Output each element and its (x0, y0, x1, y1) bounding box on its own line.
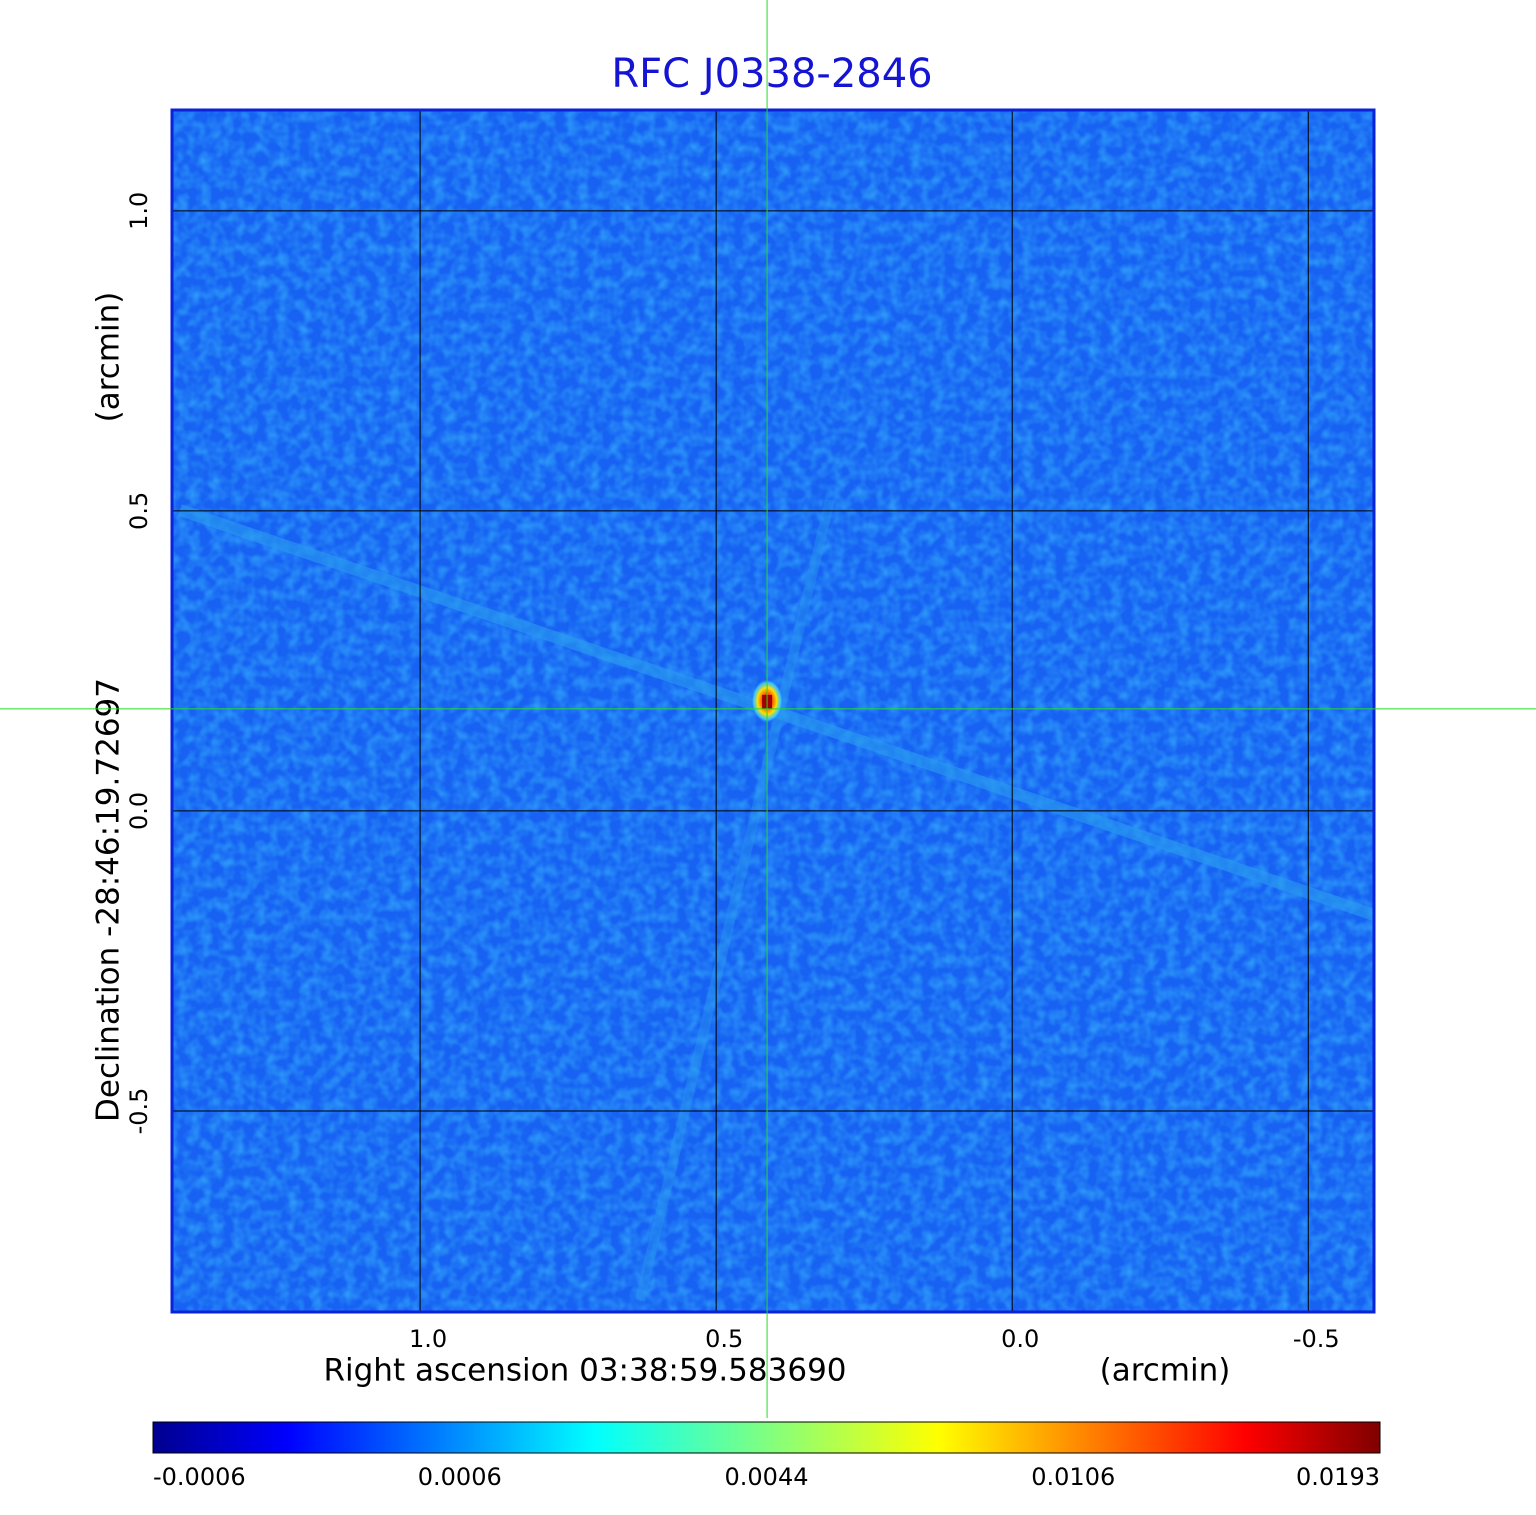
colorbar-tick-label: 0.0193 (1296, 1463, 1380, 1491)
chart-title: RFC J0338-2846 (611, 51, 932, 97)
colorbar-tick-label: 0.0006 (418, 1463, 502, 1491)
y-axis-label: Declination -28:46:19.72697 (91, 678, 127, 1122)
x-tick-label: -0.5 (1293, 1325, 1340, 1353)
x-axis-unit: (arcmin) (1100, 1353, 1231, 1389)
y-axis-unit: (arcmin) (91, 292, 127, 423)
sidelobe (635, 498, 835, 1302)
x-axis-label: Right ascension 03:38:59.583690 (323, 1353, 846, 1389)
colorbar-tick-label: 0.0106 (1031, 1463, 1115, 1491)
x-tick-label: 0.0 (1001, 1325, 1039, 1353)
colorbar (152, 1421, 1381, 1454)
plot-frame (170, 108, 1376, 1314)
y-tick-label: 1.0 (125, 192, 153, 230)
x-tick-label: 0.5 (705, 1325, 743, 1353)
y-tick-label: -0.5 (125, 1088, 153, 1135)
x-tick-label: 1.0 (409, 1325, 447, 1353)
colorbar-tick-label: 0.0044 (725, 1463, 809, 1491)
y-tick-label: 0.5 (125, 492, 153, 530)
colorbar-tick-label: -0.0006 (153, 1463, 246, 1491)
grid (172, 110, 1374, 1312)
y-tick-label: 0.0 (125, 792, 153, 830)
